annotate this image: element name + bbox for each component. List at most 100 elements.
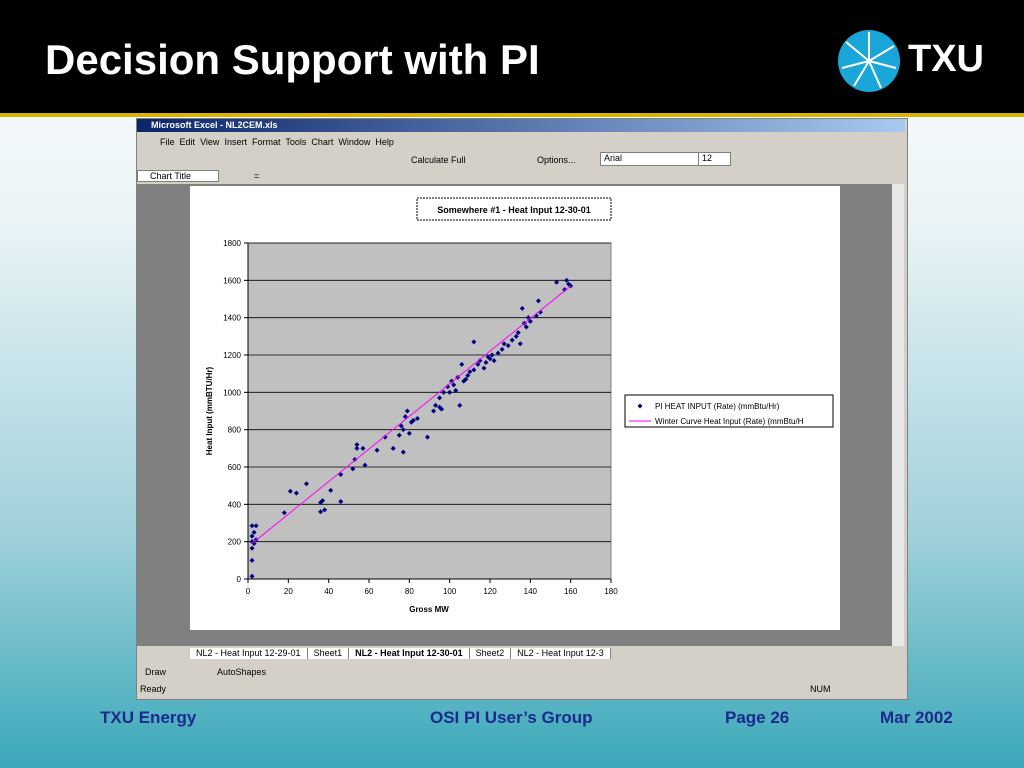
window-title: Microsoft Excel - NL2CEM.xls (137, 119, 905, 132)
data-point (328, 487, 334, 493)
data-point (459, 361, 465, 367)
y-tick-label: 800 (228, 426, 242, 435)
data-point (495, 350, 501, 356)
x-tick-label: 100 (443, 587, 457, 596)
data-point (362, 462, 368, 468)
options-button[interactable]: Options... (537, 155, 576, 165)
data-point (439, 406, 445, 412)
y-tick-label: 1400 (223, 314, 241, 323)
x-tick-label: 160 (564, 587, 578, 596)
data-point (457, 402, 463, 408)
data-point (249, 533, 255, 539)
data-point (441, 389, 447, 395)
slide-title: Decision Support with PI (45, 36, 540, 83)
data-point (338, 499, 344, 505)
y-tick-label: 1800 (223, 239, 241, 248)
data-point (523, 324, 529, 330)
logo-text: TXU (908, 38, 984, 80)
data-point (303, 481, 309, 487)
data-point (513, 333, 519, 339)
data-point (463, 376, 469, 382)
sheet-tab[interactable]: Sheet2 (470, 648, 512, 659)
sheet-tab[interactable]: NL2 - Heat Input 12-3 (511, 648, 611, 659)
menu-item[interactable]: View (200, 137, 220, 147)
data-point (485, 354, 491, 360)
calculate-button[interactable]: Calculate Full (411, 155, 466, 165)
font-box[interactable]: Arial (600, 152, 700, 166)
name-box[interactable]: Chart Title (137, 170, 219, 182)
data-point (489, 352, 495, 358)
data-point (293, 490, 299, 496)
data-point (477, 358, 483, 364)
draw-button[interactable]: Draw (145, 667, 167, 677)
x-tick-label: 20 (284, 587, 293, 596)
data-point (249, 523, 255, 529)
footer-center: OSI PI User’s Group (430, 708, 593, 727)
menu-item[interactable]: Help (375, 137, 394, 147)
status-num: NUM (810, 684, 831, 694)
data-point (374, 447, 380, 453)
y-tick-label: 400 (228, 500, 242, 509)
data-point (445, 384, 451, 390)
sheet-tab[interactable]: NL2 - Heat Input 12-29-01 (190, 648, 308, 659)
menu-item[interactable]: Chart (311, 137, 334, 147)
data-point (396, 432, 402, 438)
data-point (519, 305, 525, 311)
footer-page: Page 26 (725, 708, 790, 727)
data-point (467, 369, 473, 375)
data-point (554, 279, 560, 285)
data-point (350, 466, 356, 472)
x-tick-label: 180 (604, 587, 618, 596)
data-point (451, 382, 457, 388)
menu-item[interactable]: Format (251, 137, 281, 147)
data-point (253, 523, 259, 529)
logo-icon (838, 30, 900, 92)
data-point (533, 313, 539, 319)
data-point (249, 573, 255, 579)
scrollbar[interactable] (892, 184, 904, 646)
x-tick-label: 0 (246, 587, 251, 596)
size-box[interactable]: 12 (698, 152, 731, 166)
data-point (564, 277, 570, 283)
autoshapes-button[interactable]: AutoShapes (217, 667, 267, 677)
sheet-tab[interactable]: NL2 - Heat Input 12-30-01 (349, 648, 470, 659)
y-tick-label: 1200 (223, 351, 241, 360)
x-axis-label: Gross MW (409, 605, 449, 614)
trend-line (251, 285, 571, 544)
data-point (437, 395, 443, 401)
menu-item[interactable]: Insert (224, 137, 247, 147)
data-point (424, 434, 430, 440)
sheet-tabs: NL2 - Heat Input 12-29-01 Sheet1 NL2 - Hea… (190, 648, 611, 659)
data-point (414, 415, 420, 421)
data-point (535, 298, 541, 304)
data-point (318, 509, 324, 515)
chart: Somewhere #1 - Heat Input 12-30-01 Heat … (190, 186, 840, 630)
data-point (287, 488, 293, 494)
data-point (509, 337, 515, 343)
menu-item[interactable]: File (160, 137, 175, 147)
data-point (390, 445, 396, 451)
data-point (249, 545, 255, 551)
title-box (416, 197, 612, 221)
y-tick-label: 600 (228, 463, 242, 472)
data-point (322, 507, 328, 513)
divider (0, 113, 1024, 117)
data-point (566, 281, 572, 287)
sheet-tab[interactable]: Sheet1 (308, 648, 350, 659)
status-ready: Ready (140, 684, 167, 694)
formula-sign: = (254, 171, 260, 181)
data-point (447, 389, 453, 395)
menu-item[interactable]: Tools (285, 137, 307, 147)
data-point (475, 361, 481, 367)
data-point (431, 408, 437, 414)
data-point (465, 373, 471, 379)
legend-label: PI HEAT INPUT (Rate) (mmBtu/Hr) (655, 402, 780, 411)
data-point (406, 430, 412, 436)
menu-item[interactable]: Edit (179, 137, 196, 147)
menu-item[interactable]: Window (338, 137, 371, 147)
y-tick-label: 200 (228, 538, 242, 547)
y-tick-label: 1600 (223, 276, 241, 285)
y-axis-label: Heat Input (mmBTU/Hr) (205, 366, 214, 455)
data-point (354, 445, 360, 451)
